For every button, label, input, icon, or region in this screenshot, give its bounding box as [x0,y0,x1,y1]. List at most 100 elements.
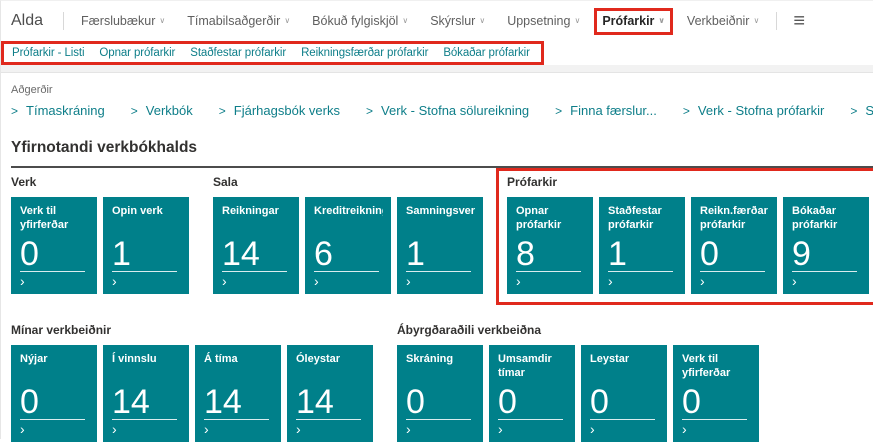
actions-bar: > Tímaskráning > Verkbók > Fjárhagsbók verk… [11,103,873,118]
top-nav: Alda Færslubækur ∨ Tímabilsaðgerðir ∨ Bóku… [1,1,873,41]
action-timaskraning[interactable]: > Tímaskráning [11,103,105,118]
chevron-down-icon: ∨ [159,16,166,25]
chevron-right-icon: › [20,272,25,289]
chevron-down-icon: ∨ [479,16,486,25]
cue-tile-verk-til-yfirferdar[interactable]: Verk til yfirferðar 0 › [11,197,97,294]
action-verkbok[interactable]: > Verkbók [130,103,193,118]
cue-group-verk: Verk Verk til yfirferðar 0 › Opin verk 1… [11,175,189,294]
chevron-right-icon: › [20,420,25,437]
title-divider [11,166,873,168]
nav-item-ferslubaekur[interactable]: Færslubækur ∨ [81,14,166,28]
chevron-right-icon: › [112,272,117,289]
page-title: Yfirnotandi verkbókhalds [11,139,198,156]
cue-tile-reiknfaerdar-profarkir[interactable]: Reikn.færðar prófarkir 0 › [691,197,777,294]
cue-value: 9 [792,234,811,273]
cue-group-label: Prófarkir [507,175,558,189]
chevron-right-icon: › [112,420,117,437]
nav-item-uppsetning[interactable]: Uppsetning ∨ [507,14,581,28]
chevron-right-icon: › [608,272,613,289]
chevron-right-icon: › [222,272,227,289]
cue-tile-reikningar[interactable]: Reikningar 14 › [213,197,299,294]
cue-value: 0 [590,382,609,421]
cue-value: 1 [608,234,627,273]
cue-group-label: Verk [11,175,37,189]
cue-value: 1 [112,234,131,273]
cue-tile-opnar-profarkir[interactable]: Opnar prófarkir 8 › [507,197,593,294]
chevron-right-icon: > [682,104,690,118]
cue-tile-samningsverk[interactable]: Samningsverk 1 › [397,197,483,294]
cue-row-1: Verk Verk til yfirferðar 0 › Opin verk 1… [11,168,873,305]
cue-tile-oleystar[interactable]: Óleystar 14 › [287,345,373,442]
chevron-down-icon: ∨ [402,16,409,25]
chevron-right-icon: › [314,272,319,289]
cue-tile-nyjar[interactable]: Nýjar 0 › [11,345,97,442]
cue-group-sala: Sala Reikningar 14 › Kreditreikningar 6 … [213,175,483,294]
chevron-right-icon: › [296,420,301,437]
cue-value: 0 [682,382,701,421]
nav-item-skyrslur[interactable]: Skýrslur ∨ [430,14,486,28]
cue-group-abyrgdaradili-verkbeidna: Ábyrgðaraðili verkbeiðna Skráning 0 › Um… [397,323,759,442]
chevron-right-icon: › [516,272,521,289]
cue-tile-i-vinnslu[interactable]: Í vinnslu 14 › [103,345,189,442]
chevron-right-icon: > [850,104,858,118]
cue-group-minar-verkbeidnir: Mínar verkbeiðnir Nýjar 0 › Í vinnslu 14… [11,323,373,442]
ribbon-highlighted: Prófarkir - Listi Opnar prófarkir Staðfe… [1,41,544,65]
ribbon-link-opnar-profarkir[interactable]: Opnar prófarkir [99,46,176,59]
action-verk-stofna-solureikning[interactable]: > Verk - Stofna sölureikning [366,103,530,118]
cue-group-label: Sala [213,175,238,189]
action-fjarhagsbok-verks[interactable]: > Fjárhagsbók verks [218,103,340,118]
chevron-down-icon: ∨ [658,16,665,25]
cue-tile-opin-verk[interactable]: Opin verk 1 › [103,197,189,294]
cue-value: 0 [498,382,517,421]
chevron-right-icon: › [498,420,503,437]
nav-item-verkbeidnir[interactable]: Verkbeiðnir ∨ [686,14,760,28]
action-stofna-verkbeidni[interactable]: >Stofna verkbeiðni [850,103,873,118]
action-finna-faerslur[interactable]: > Finna færslur... [555,103,657,118]
cue-tile-skraning[interactable]: Skráning 0 › [397,345,483,442]
cue-tile-a-tima[interactable]: Á tíma 14 › [195,345,281,442]
cue-tile-stadfestar-profarkir[interactable]: Staðfestar prófarkir 1 › [599,197,685,294]
cue-value: 8 [516,234,535,273]
cue-value: 0 [20,234,39,273]
nav-item-bokud-fylgiskjol[interactable]: Bókuð fylgiskjöl ∨ [312,14,409,28]
chevron-right-icon: › [590,420,595,437]
cue-value: 6 [314,234,333,273]
ribbon-link-stadfestar-profarkir[interactable]: Staðfestar prófarkir [190,46,287,59]
chevron-down-icon: ∨ [574,16,581,25]
actions-section-label: Aðgerðir [11,84,53,96]
cue-group-label: Mínar verkbeiðnir [11,323,112,337]
action-verk-stofna-profarkir[interactable]: > Verk - Stofna prófarkir [682,103,825,118]
cue-group-profarkir-highlighted: Prófarkir Opnar prófarkir 8 › Staðfestar… [496,168,873,305]
cue-value: 0 [700,234,719,273]
chevron-right-icon: › [406,272,411,289]
cue-tile-kreditreikningar[interactable]: Kreditreikningar 6 › [305,197,391,294]
cue-value: 0 [20,382,39,421]
cue-tile-verk-til-yfirferdar-2[interactable]: Verk til yfirferðar 0 › [673,345,759,442]
ribbon-link-profarkir-listi[interactable]: Prófarkir - Listi [12,46,85,59]
cue-tile-leystar[interactable]: Leystar 0 › [581,345,667,442]
chevron-down-icon: ∨ [284,16,291,25]
cue-value: 14 [112,382,150,421]
cue-row-2: Mínar verkbeiðnir Nýjar 0 › Í vinnslu 14… [11,323,873,442]
hamburger-menu-icon[interactable]: ≡ [793,10,805,32]
chevron-down-icon: ∨ [753,16,760,25]
cue-tile-umsamdir-timar[interactable]: Umsamdir tímar 0 › [489,345,575,442]
cue-value: 14 [296,382,334,421]
chevron-right-icon: › [406,420,411,437]
nav-divider [63,12,65,30]
cue-tile-bokadar-profarkir[interactable]: Bókaðar prófarkir 9 › [783,197,869,294]
cue-value: 0 [406,382,425,421]
chevron-right-icon: › [682,420,687,437]
chevron-right-icon: › [204,420,209,437]
ribbon-link-bokadar-profarkir[interactable]: Bókaðar prófarkir [443,46,530,59]
nav-divider [776,12,778,30]
app-brand[interactable]: Alda [11,12,44,29]
nav-item-timabilsadgerdir[interactable]: Tímabilsaðgerðir ∨ [187,14,291,28]
ribbon-link-reikningsfaerdar-profarkir[interactable]: Reikningsfærðar prófarkir [301,46,429,59]
ribbon-row: Prófarkir - Listi Opnar prófarkir Staðfe… [1,41,873,65]
nav-item-profarkir-highlighted[interactable]: Prófarkir ∨ [594,8,673,35]
chevron-right-icon: > [11,104,19,118]
cue-value: 14 [222,234,260,273]
chevron-right-icon: > [130,104,138,118]
